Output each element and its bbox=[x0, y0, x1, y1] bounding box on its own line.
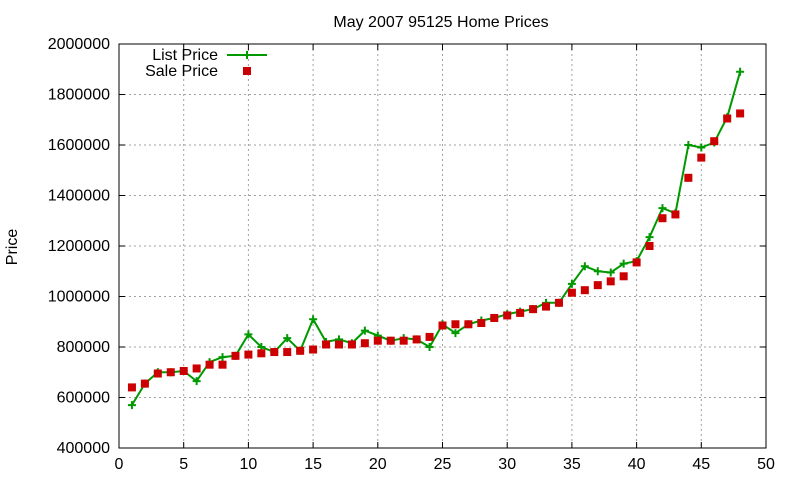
sale-price-point bbox=[218, 360, 227, 369]
sale-price-point bbox=[697, 153, 706, 162]
series bbox=[127, 67, 745, 410]
sale-price-point bbox=[529, 305, 538, 314]
list-price-point bbox=[192, 377, 201, 386]
y-tick-label: 1200000 bbox=[48, 238, 110, 255]
legend-marker-sale-price bbox=[243, 67, 251, 75]
x-tick-label: 40 bbox=[628, 456, 646, 473]
chart-title: May 2007 95125 Home Prices bbox=[333, 14, 548, 31]
x-tick-label: 20 bbox=[369, 456, 387, 473]
x-tick-label: 5 bbox=[179, 456, 188, 473]
list-price-point bbox=[606, 268, 615, 277]
list-price-point bbox=[684, 141, 693, 149]
sale-price-point bbox=[360, 339, 369, 348]
sale-price-point bbox=[386, 336, 395, 345]
y-tick-label: 600000 bbox=[57, 390, 110, 407]
legend-label-list-price: List Price bbox=[152, 47, 218, 64]
list-price-point bbox=[580, 262, 589, 271]
y-tick-label: 1600000 bbox=[48, 137, 110, 154]
list-price-point bbox=[619, 259, 628, 268]
list-price-point bbox=[425, 343, 434, 351]
list-price-point bbox=[645, 233, 654, 242]
sale-price-point bbox=[205, 360, 214, 369]
list-price-point bbox=[360, 326, 369, 335]
y-tick-label: 1800000 bbox=[48, 87, 110, 104]
sale-price-point bbox=[554, 298, 563, 307]
sale-price-point bbox=[153, 369, 162, 378]
sale-price-point bbox=[710, 137, 719, 146]
sale-price-point bbox=[270, 348, 279, 357]
sale-price-point bbox=[322, 340, 331, 349]
sale-price-point bbox=[464, 320, 473, 329]
sale-price-point bbox=[632, 258, 641, 267]
list-price-point bbox=[451, 329, 460, 338]
sale-price-point bbox=[399, 336, 408, 345]
sale-price-point bbox=[192, 364, 201, 373]
sale-price-point bbox=[567, 288, 576, 297]
sale-price-point bbox=[593, 281, 602, 290]
sale-price-point bbox=[606, 277, 615, 286]
sale-price-point bbox=[619, 272, 628, 281]
sale-price-point bbox=[166, 368, 175, 377]
x-tick-label: 50 bbox=[757, 456, 775, 473]
plot-frame bbox=[118, 43, 767, 449]
sale-price-point bbox=[127, 383, 136, 392]
x-tick-label: 15 bbox=[304, 456, 322, 473]
sale-price-point bbox=[542, 302, 551, 311]
sale-price-point bbox=[580, 286, 589, 295]
y-tick-label: 400000 bbox=[57, 440, 110, 457]
x-tick-label: 45 bbox=[692, 456, 710, 473]
x-tick-label: 10 bbox=[240, 456, 258, 473]
list-price-point bbox=[244, 330, 253, 339]
sale-price-point bbox=[658, 214, 667, 223]
grid bbox=[118, 43, 767, 449]
x-tick-label: 30 bbox=[498, 456, 516, 473]
sale-price-point bbox=[723, 114, 732, 123]
sale-price-point bbox=[438, 321, 447, 330]
sale-price-point bbox=[425, 332, 434, 341]
list-price-point bbox=[127, 401, 136, 410]
sale-price-point bbox=[503, 311, 512, 320]
list-price-point bbox=[658, 204, 667, 213]
sale-price-point bbox=[244, 350, 253, 359]
sale-price-point bbox=[490, 313, 499, 322]
sale-price-point bbox=[645, 242, 654, 250]
list-price-point bbox=[736, 67, 745, 76]
legend-marker-list-price bbox=[243, 51, 251, 59]
legend-label-sale-price: Sale Price bbox=[145, 63, 218, 80]
y-tick-label: 800000 bbox=[57, 339, 110, 356]
sale-price-point bbox=[347, 340, 356, 349]
y-tick-label: 1000000 bbox=[48, 289, 110, 306]
list-price-point bbox=[218, 353, 227, 362]
x-tick-label: 0 bbox=[115, 456, 124, 473]
x-tick-label: 25 bbox=[434, 456, 452, 473]
sale-price-point bbox=[373, 336, 382, 345]
list-price-point bbox=[283, 334, 292, 343]
sale-price-point bbox=[231, 351, 240, 360]
sale-price-point bbox=[296, 346, 305, 355]
sale-price-point bbox=[477, 319, 486, 328]
list-price-point bbox=[593, 267, 602, 276]
sale-price-point bbox=[179, 366, 188, 375]
sale-price-point bbox=[671, 210, 680, 219]
sale-price-point bbox=[140, 379, 149, 388]
sale-price-point bbox=[451, 320, 460, 329]
list-price-point bbox=[309, 315, 318, 324]
y-tick-label: 2000000 bbox=[48, 36, 110, 53]
list-price-point bbox=[697, 143, 706, 152]
y-axis-label: Price bbox=[4, 229, 21, 266]
sale-price-point bbox=[257, 349, 266, 358]
x-tick-label: 35 bbox=[563, 456, 581, 473]
sale-price-point bbox=[412, 335, 421, 344]
sale-price-point bbox=[516, 308, 525, 317]
y-tick-label: 1400000 bbox=[48, 188, 110, 205]
sale-price-point bbox=[283, 348, 292, 357]
sale-price-point bbox=[334, 340, 343, 349]
sale-price-point bbox=[309, 345, 318, 354]
sale-price-point bbox=[736, 109, 745, 118]
sale-price-point bbox=[684, 173, 693, 182]
tick-labels: 0 5 10 15 20 25 30 35 40 45 50 400000 600000 800000 10… bbox=[48, 36, 775, 473]
list-price-point bbox=[567, 279, 576, 288]
